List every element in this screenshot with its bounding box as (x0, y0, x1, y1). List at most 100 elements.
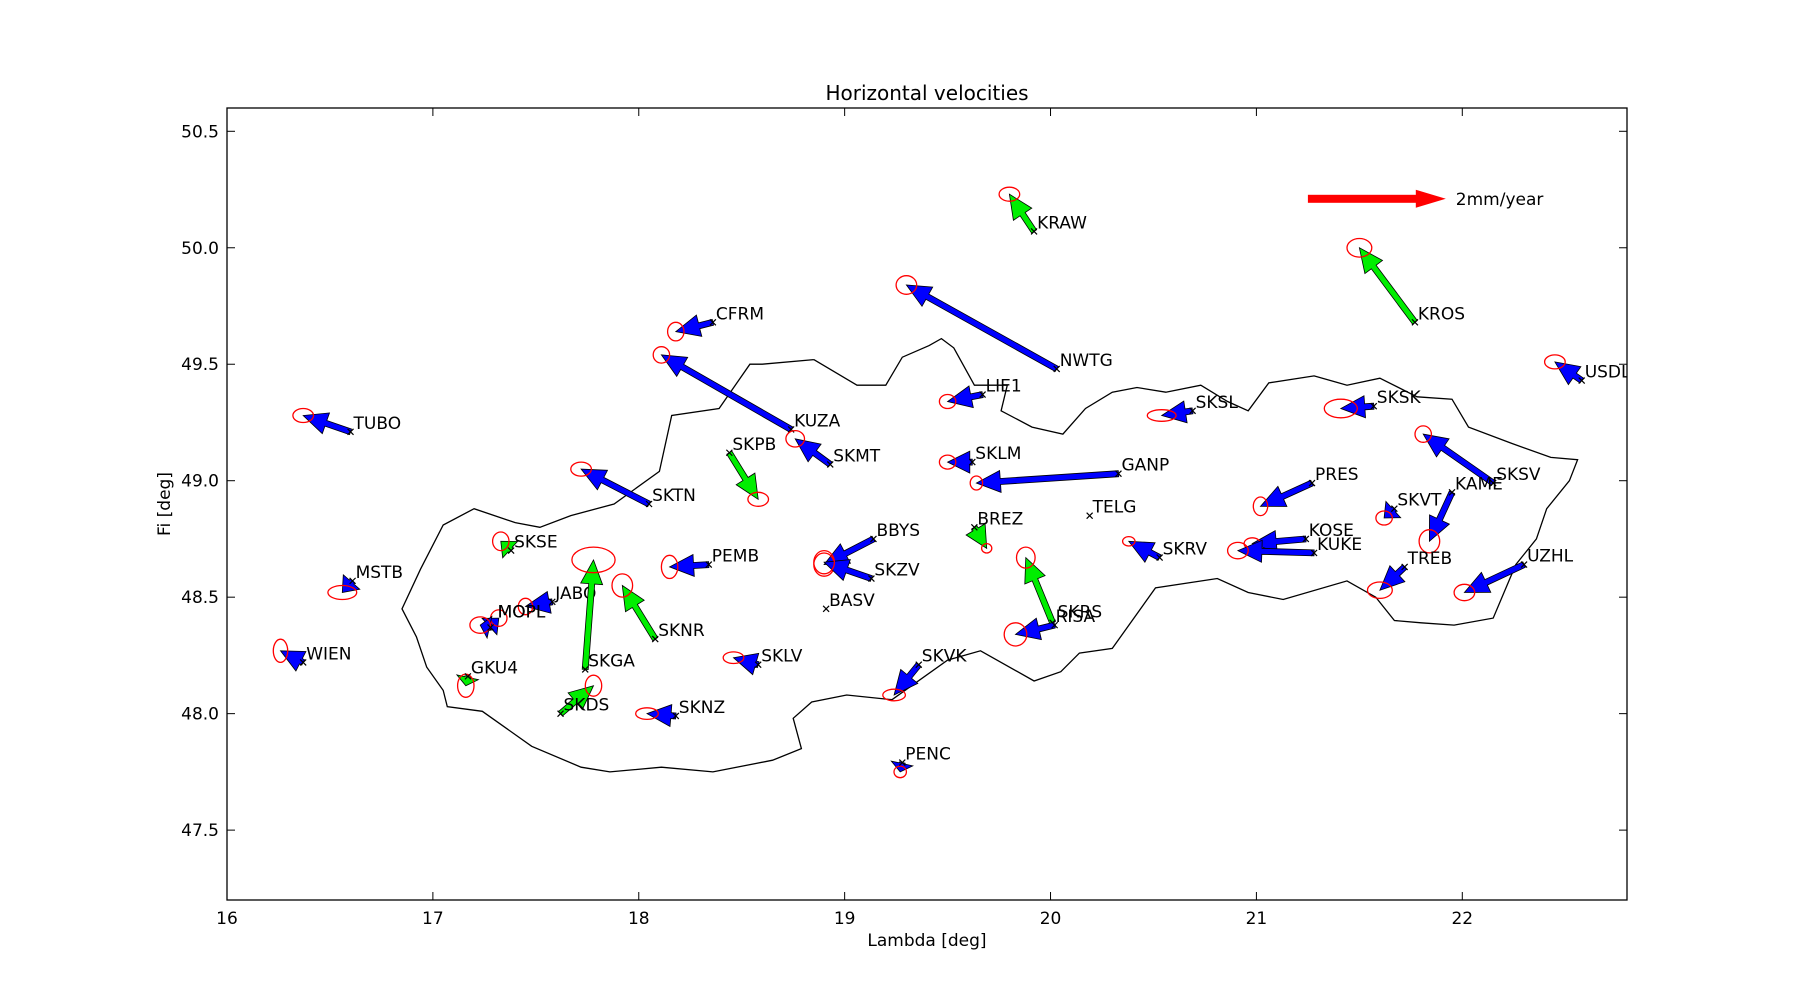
station-label: SKLV (761, 647, 803, 667)
station-marker (1489, 479, 1497, 487)
velocity-arrow (1554, 361, 1584, 386)
x-tick-label: 22 (1451, 909, 1473, 929)
error-ellipse (571, 546, 616, 574)
station-marker (1053, 365, 1061, 373)
station-marker (1310, 549, 1318, 557)
station-label: GANP (1122, 456, 1170, 476)
station-label: KUZA (794, 412, 840, 432)
station-bbys: BBYS (813, 521, 921, 577)
velocity-arrow (975, 469, 1120, 493)
station-usdl: USDL (1543, 354, 1631, 386)
x-tick-label: 18 (628, 909, 650, 929)
station-lie1: LIE1 (938, 377, 1022, 410)
station-marker (507, 547, 515, 555)
station-marker (349, 577, 357, 585)
station-label: KRAW (1037, 214, 1087, 234)
y-tick-label: 48.0 (181, 705, 219, 725)
station-marker (822, 605, 830, 613)
y-tick-label: 47.5 (181, 821, 219, 841)
station-marker (725, 449, 733, 457)
station-label: SKMT (833, 446, 881, 466)
station-pres: PRES (1252, 465, 1359, 517)
x-tick-label: 21 (1246, 909, 1268, 929)
station-skmt: SKMT (785, 429, 881, 468)
velocity-arrow (726, 450, 759, 501)
station-label: SKGA (588, 651, 635, 671)
error-ellipse (813, 549, 836, 575)
station-label: KROS (1418, 304, 1465, 324)
station-skrs: SKRS (1015, 546, 1102, 627)
velocity-arrow (1259, 479, 1314, 507)
station-label: NWTG (1060, 351, 1113, 371)
plot-content: KRAW KROS CFRM NWTG USDL LIE1 SKSL SKSK TUBO KUZA… (272, 186, 1631, 779)
velocity-arrow (660, 354, 794, 433)
velocity-arrow (893, 662, 922, 696)
error-ellipse (1346, 237, 1373, 258)
station-label: TREB (1407, 549, 1453, 569)
scale-arrow-group: 2mm/year (1307, 189, 1543, 210)
y-tick-label: 49.0 (181, 472, 219, 492)
station-marker (645, 500, 653, 508)
station-marker (979, 391, 987, 398)
station-label: WIEN (306, 644, 351, 664)
station-marker (1401, 563, 1409, 571)
station-label: BASV (829, 591, 875, 611)
error-ellipse (517, 597, 534, 616)
station-sktn: SKTN (570, 461, 696, 508)
error-ellipse (998, 186, 1021, 202)
station-basv: BASV (822, 591, 875, 613)
error-ellipse (747, 491, 770, 507)
station-marker (1520, 561, 1528, 568)
chart-title: Horizontal velocities (825, 81, 1028, 105)
station-marker (1370, 402, 1378, 410)
velocity-arrow (580, 468, 651, 508)
velocity-arrow (1358, 247, 1418, 325)
station-skvt: SKVT (1375, 491, 1442, 526)
station-marker (299, 658, 307, 666)
station-penc: PENC (890, 745, 951, 779)
station-kros: KROS (1346, 237, 1465, 326)
station-pemb: PEMB (660, 547, 759, 580)
velocity-arrow (302, 412, 353, 436)
station-marker (915, 661, 923, 669)
station-risa: RISA (1003, 607, 1096, 647)
y-axis-ticks: 47.5 48.0 48.5 49.0 49.5 50.0 50.5 (181, 122, 1627, 841)
velocity-arrow (965, 523, 988, 550)
velocity-arrow (1014, 617, 1056, 641)
station-mopl: MOPL (469, 603, 546, 640)
station-label: TELG (1092, 498, 1137, 518)
velocity-arrow (646, 704, 677, 728)
x-tick-label: 16 (216, 909, 238, 929)
velocity-arrow (1024, 556, 1056, 625)
error-ellipse (611, 573, 634, 598)
error-ellipse (1226, 541, 1249, 560)
station-sklv: SKLV (722, 647, 803, 676)
velocity-arrow (1422, 433, 1496, 487)
error-ellipse (938, 393, 957, 410)
station-marker (826, 460, 834, 468)
station-label: SKTN (652, 486, 696, 506)
station-marker (867, 575, 875, 582)
station-label: USDL (1585, 363, 1631, 383)
station-mstb: MSTB (327, 563, 403, 601)
error-ellipse (938, 454, 957, 470)
station-label: SKSK (1377, 388, 1422, 408)
scale-arrow-head (1415, 189, 1446, 208)
station-label: SKNZ (679, 698, 725, 718)
station-label: CFRM (716, 304, 764, 324)
error-ellipse (491, 531, 510, 552)
velocity-arrow (1160, 400, 1194, 424)
station-marker (1156, 554, 1164, 562)
station-marker (487, 624, 494, 631)
error-ellipse (1375, 510, 1393, 526)
stations-layer: KRAW KROS CFRM NWTG USDL LIE1 SKSL SKSK TUBO KUZA… (272, 186, 1631, 779)
error-ellipse (895, 275, 918, 295)
velocity-arrow (1236, 539, 1315, 563)
error-ellipse (1366, 581, 1393, 600)
error-ellipse (1543, 354, 1566, 370)
station-label: BBYS (877, 521, 921, 541)
velocity-arrow (905, 284, 1059, 373)
y-axis-label: Fi [deg] (155, 472, 175, 536)
error-ellipse (570, 461, 593, 477)
station-label: TUBO (353, 414, 402, 434)
